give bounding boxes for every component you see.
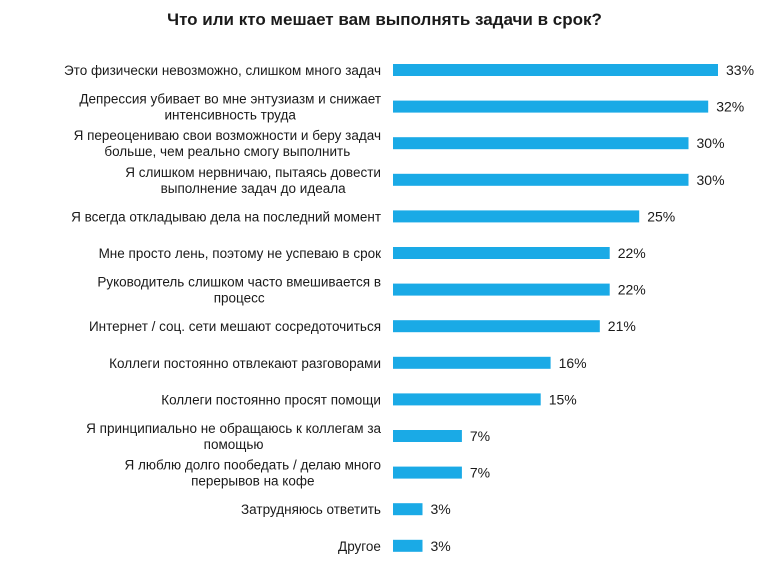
value-label-1: 33% [726, 62, 754, 78]
category-label-line: Депрессия убивает во мне энтузиазм и сни… [79, 92, 381, 107]
category-label-line: больше, чем реально смогу выполнить [104, 144, 350, 159]
category-label-6: Мне просто лень, поэтому не успеваю в ср… [99, 246, 382, 261]
category-label-line: процесс [214, 291, 265, 306]
category-label-line: Я всегда откладываю дела на последний мо… [71, 209, 381, 224]
value-label-11: 7% [470, 428, 490, 444]
category-label-9: Коллеги постоянно отвлекают разговорами [109, 356, 381, 371]
category-label-line: Я слишком нервничаю, пытаясь довести [125, 165, 381, 180]
bar-12 [393, 466, 462, 479]
category-label-line: помощью [204, 437, 264, 452]
value-label-7: 22% [618, 282, 646, 298]
category-label-line: Интернет / соц. сети мешают сосредоточит… [89, 319, 381, 334]
value-label-9: 16% [559, 355, 587, 371]
bar-13 [393, 503, 423, 516]
category-label-1: Это физически невозможно, слишком много … [64, 63, 381, 78]
bar-6 [393, 247, 610, 259]
category-label-10: Коллеги постоянно просят помощи [161, 392, 381, 407]
value-label-6: 22% [618, 245, 646, 261]
category-labels-group: Это физически невозможно, слишком много … [64, 63, 382, 554]
category-label-5: Я всегда откладываю дела на последний мо… [71, 209, 381, 224]
bar-4 [393, 173, 689, 186]
category-label-2: Депрессия убивает во мне энтузиазм и сни… [79, 92, 381, 123]
bar-8 [393, 320, 600, 333]
value-label-3: 30% [697, 135, 725, 151]
bar-11 [393, 430, 462, 442]
bar-14 [393, 539, 423, 552]
value-label-2: 32% [716, 99, 744, 115]
category-label-4: Я слишком нервничаю, пытаясь довести выпо… [125, 165, 381, 196]
bar-3 [393, 137, 689, 150]
category-label-line: Мне просто лень, поэтому не успеваю в ср… [99, 246, 382, 261]
category-label-11: Я принципиально не обращаюсь к коллегам … [86, 421, 381, 452]
bar-9 [393, 356, 551, 369]
category-label-line: интенсивность труда [165, 108, 297, 123]
value-label-5: 25% [647, 208, 675, 224]
category-label-7: Руководитель слишком часто вмешивается в… [97, 275, 381, 306]
chart-title: Что или кто мешает вам выполнять задачи … [167, 10, 602, 29]
value-label-14: 3% [431, 538, 451, 554]
value-labels-group: 33% 32% 30% 30% 25% 22% 22% 21% 16% 15% 7% 7% 3% 3% [431, 62, 755, 554]
bar-7 [393, 283, 610, 296]
category-label-13: Затрудняюсь ответить [241, 502, 381, 517]
value-label-8: 21% [608, 318, 636, 334]
category-label-line: Коллеги постоянно отвлекают разговорами [109, 356, 381, 371]
value-label-13: 3% [431, 501, 451, 517]
category-label-line: Затрудняюсь ответить [241, 502, 381, 517]
category-label-12: Я люблю долго пообедать / делаю много пер… [125, 458, 382, 489]
category-label-14: Другое [338, 539, 381, 554]
bar-5 [393, 210, 640, 223]
category-label-8: Интернет / соц. сети мешают сосредоточит… [89, 319, 381, 334]
bar-10 [393, 393, 541, 406]
bars-group [393, 64, 718, 552]
category-label-line: Коллеги постоянно просят помощи [161, 392, 381, 407]
category-label-line: Это физически невозможно, слишком много … [64, 63, 381, 78]
value-label-10: 15% [549, 391, 577, 407]
category-label-line: перерывов на кофе [191, 474, 314, 489]
value-label-12: 7% [470, 465, 490, 481]
category-label-3: Я переоцениваю свои возможности и беру з… [74, 128, 381, 159]
bar-2 [393, 100, 709, 113]
category-label-line: Руководитель слишком часто вмешивается в [97, 275, 381, 290]
bar-1 [393, 64, 718, 76]
category-label-line: Я люблю долго пообедать / делаю много [125, 458, 382, 473]
category-label-line: Другое [338, 539, 381, 554]
category-label-line: Я переоцениваю свои возможности и беру з… [74, 128, 381, 143]
value-label-4: 30% [697, 172, 725, 188]
category-label-line: выполнение задач до идеала [161, 181, 347, 196]
category-label-line: Я принципиально не обращаюсь к коллегам … [86, 421, 381, 436]
